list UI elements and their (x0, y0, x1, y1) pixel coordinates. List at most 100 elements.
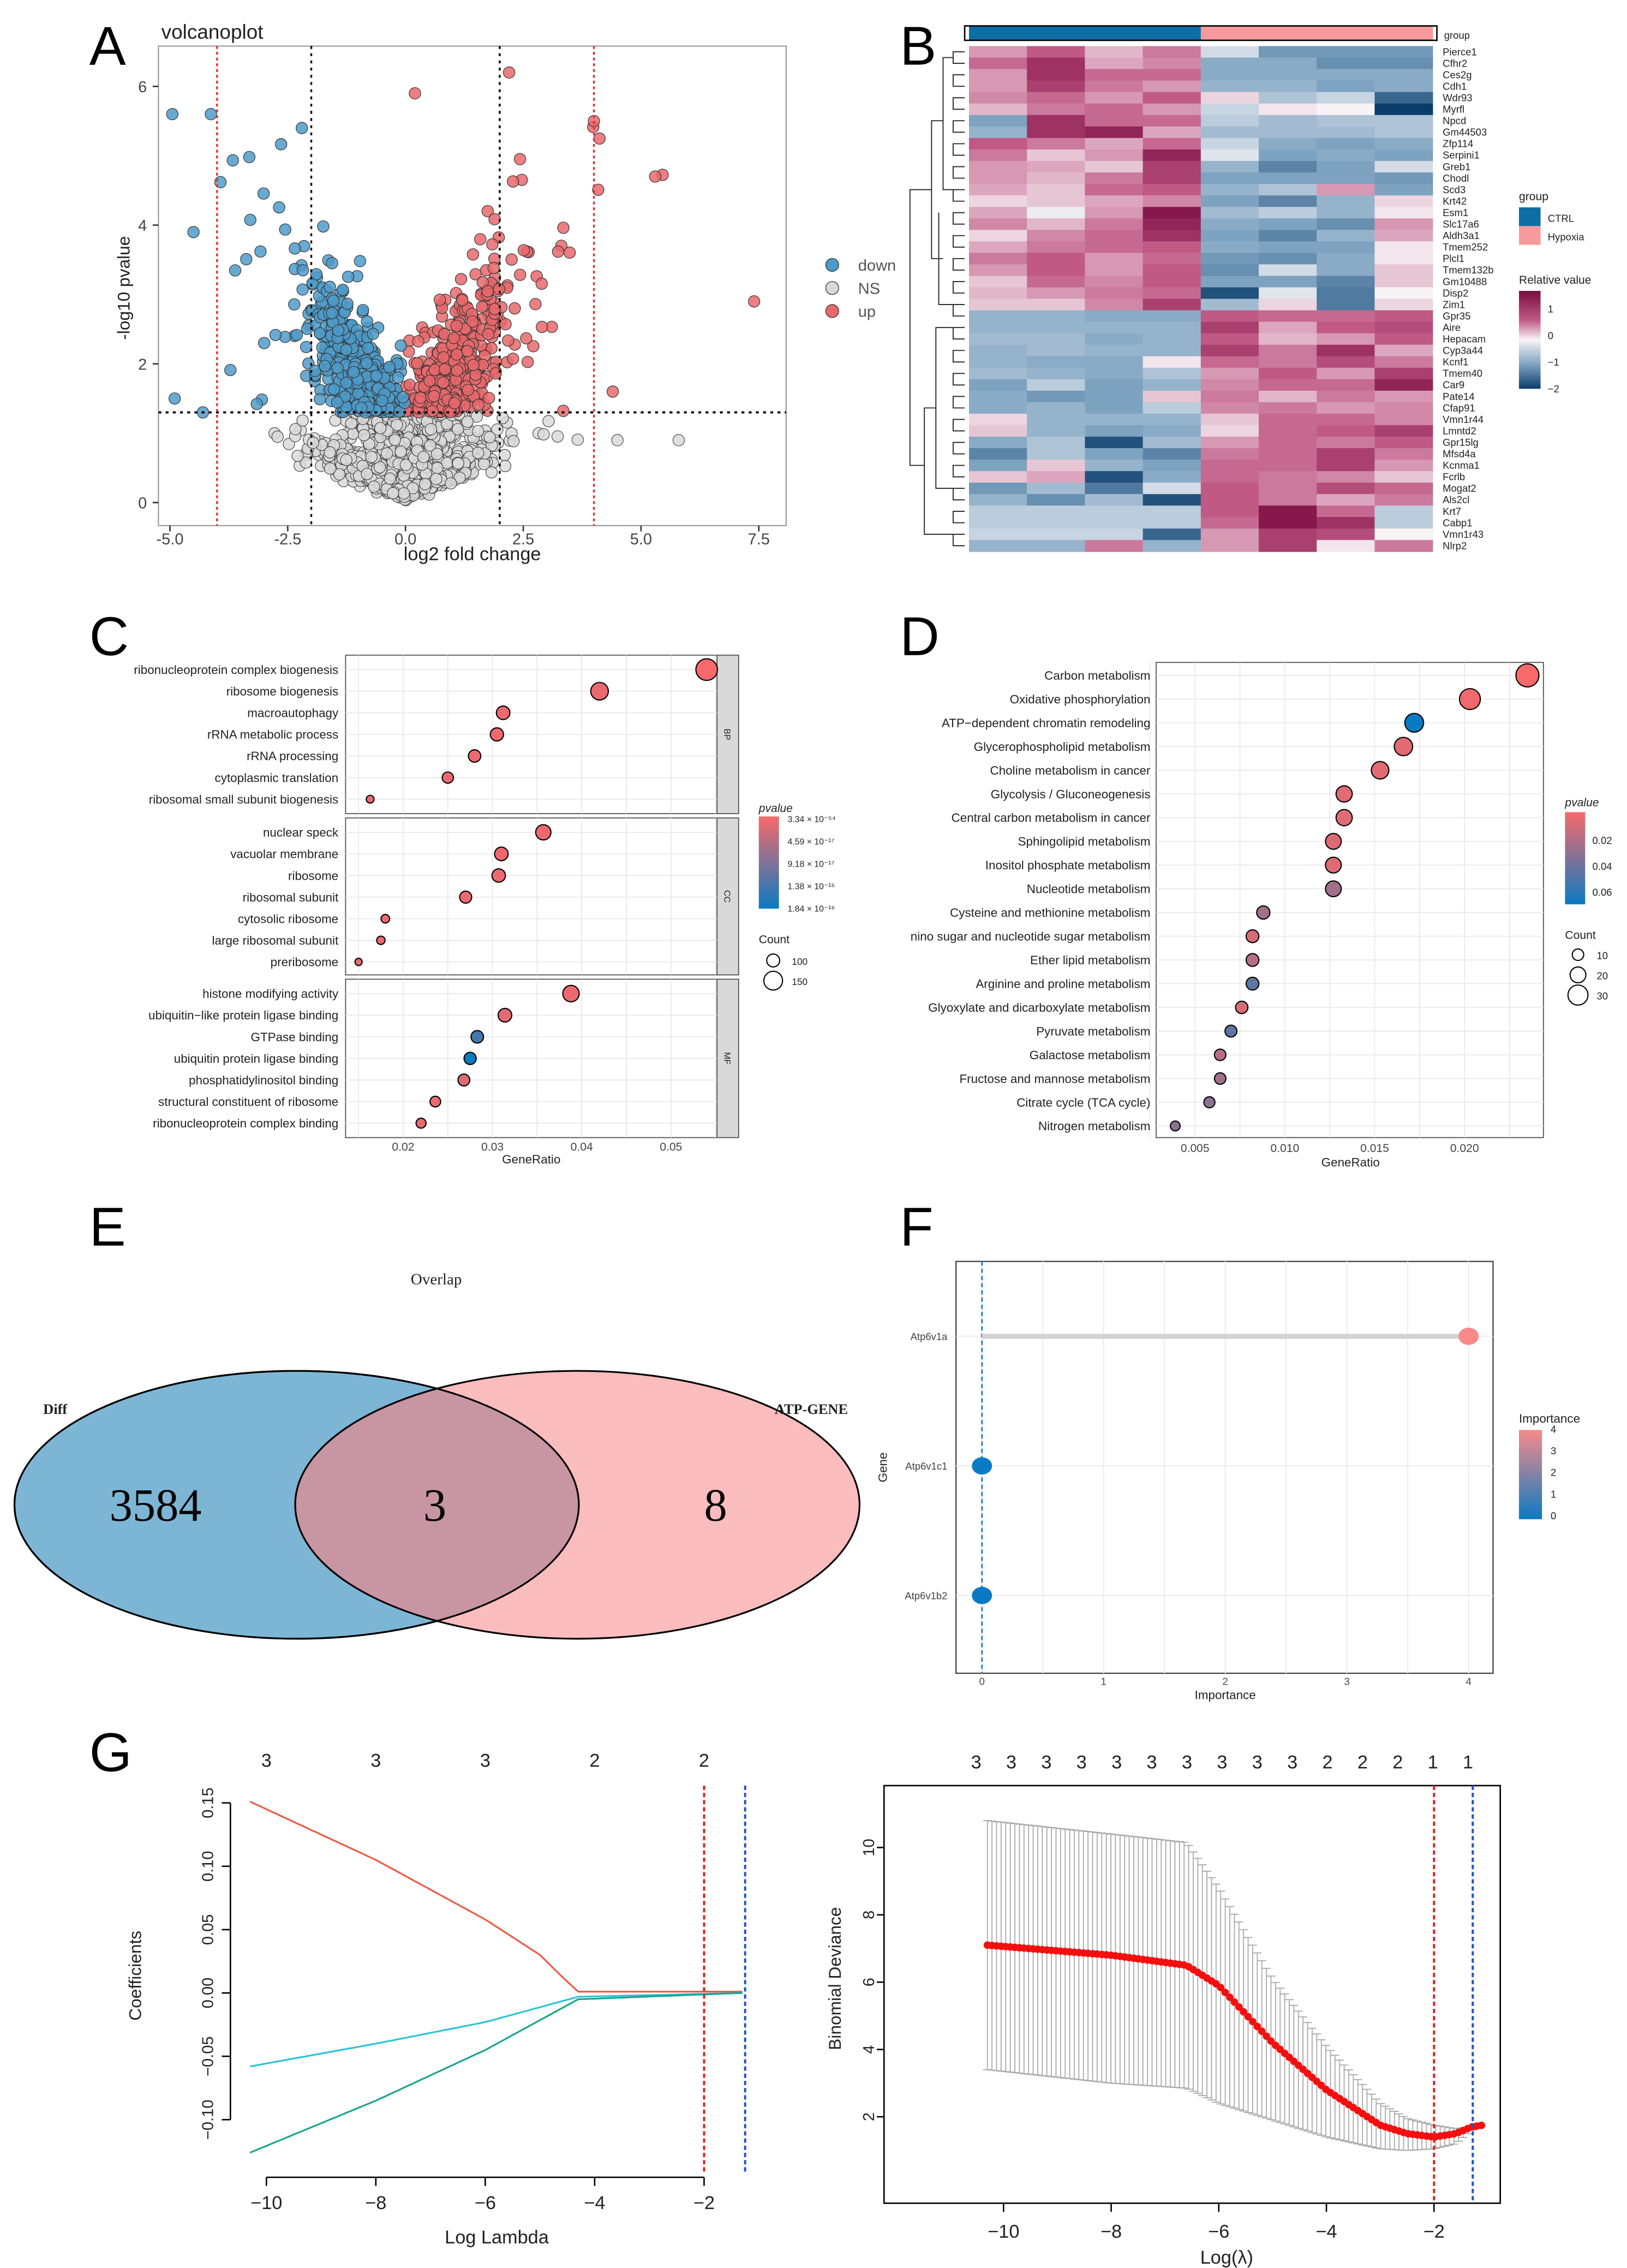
heatmap-cell (1317, 414, 1375, 426)
heatmap-cell (1200, 218, 1259, 231)
volcano-point (365, 451, 378, 463)
heatmap-cell (1259, 46, 1318, 58)
gene-label: Disp2 (1443, 287, 1468, 299)
go-term-label: histone modifying activity (202, 987, 339, 1001)
heatmap-cell (1317, 80, 1375, 93)
heatmap-cell (1143, 310, 1201, 323)
volcano-point (453, 471, 466, 484)
go-term-dot (457, 1073, 471, 1087)
volcano-point (448, 397, 461, 410)
heatmap-cell (1085, 437, 1144, 449)
heatmap-cell (1317, 459, 1375, 472)
heatmap-cell (1317, 333, 1375, 345)
heatmap-cell (1027, 390, 1086, 403)
go-term-dot (489, 727, 504, 742)
volcano-point (417, 451, 430, 463)
heatmap-cell (1259, 69, 1318, 81)
pathway-label: ATP−dependent chromatin remodeling (942, 716, 1151, 730)
volcano-point (388, 433, 401, 446)
pathway-dot (1213, 1048, 1227, 1061)
pathway-label: Central carbon metabolism in cancer (952, 811, 1151, 825)
legend-marker-down (825, 258, 839, 272)
heatmap-cell (1085, 57, 1144, 70)
y-tick-label: 6 (860, 1978, 878, 1986)
facet-panel-CC (345, 817, 718, 976)
gene-label: Pierce1 (1443, 46, 1477, 57)
heatmap-cell (1374, 471, 1433, 484)
volcano-point (326, 307, 338, 319)
heatmap-cell (1027, 276, 1086, 288)
heatmap-cell (1374, 253, 1433, 265)
gene-label: Cyp3a44 (1443, 345, 1483, 356)
top-df-label: 2 (1322, 1752, 1332, 1772)
volcano-point (672, 434, 685, 446)
mean-deviance-point (1217, 1984, 1225, 1991)
heatmap-cell (1374, 69, 1433, 81)
volcano-point (409, 87, 421, 100)
mean-deviance-point (1240, 2008, 1248, 2016)
heatmap-cell (1317, 379, 1375, 391)
heatmap-cell (1143, 494, 1201, 506)
heatmap-cell (1085, 160, 1144, 173)
gene-label: Tmem132b (1443, 264, 1493, 276)
x-tick-label: −8 (365, 2193, 386, 2213)
pathway-label: Citrate cycle (TCA cycle) (1016, 1096, 1150, 1109)
heatmap-cell (1085, 505, 1144, 518)
heatmap-cell (1085, 184, 1144, 196)
mean-deviance-point (1221, 1989, 1229, 1996)
volcano-point (224, 363, 237, 377)
heatmap-cell (1143, 149, 1201, 162)
heatmap-cell (1317, 437, 1375, 449)
heatmap-cell (1374, 172, 1433, 184)
heatmap-cell (1027, 310, 1086, 323)
volcano-point (329, 414, 342, 427)
mean-deviance-point (1263, 2032, 1270, 2040)
volcano-point (437, 351, 450, 364)
pvalue-tick-label: 0.06 (1593, 886, 1612, 898)
heatmap-cell (1143, 46, 1201, 58)
top-df-label: 3 (1147, 1752, 1157, 1772)
heatmap-cell (1027, 241, 1086, 254)
go-term-dot (459, 890, 472, 904)
volcano-point (430, 447, 444, 461)
volcano-point (300, 341, 313, 353)
x-tick-label: 0.0 (394, 530, 416, 548)
gene-label: Fcrlb (1443, 471, 1465, 482)
count-legend-circle (1571, 948, 1584, 962)
heatmap-cell (1027, 482, 1086, 495)
heatmap-cell (1374, 482, 1433, 495)
heatmap-cell (1143, 195, 1201, 207)
lasso-coefficient-plot: −0.10 −0.05 0.00 0.05 0.10 0.15 −10 −8 −6 −4 −2 3 3 3… (125, 1751, 746, 2248)
heatmap-cell (1374, 103, 1433, 116)
heatmap-cell (1027, 184, 1086, 196)
volcano-point (451, 364, 464, 377)
volcano-point (340, 453, 352, 466)
volcano-point (485, 466, 498, 479)
heatmap-cell (1259, 115, 1318, 127)
heatmap-cell (1027, 367, 1086, 380)
heatmap-cell (1200, 253, 1259, 265)
volcano-point (258, 187, 270, 200)
heatmap-cell (1259, 344, 1318, 357)
heatmap-cell (1027, 471, 1086, 484)
volcano-point (437, 376, 450, 389)
heatmap-cell (1027, 230, 1086, 242)
heatmap-cell (1259, 321, 1318, 334)
importance-tick-label: 0 (1551, 1510, 1556, 1521)
x-axis-label: Log Lambda (445, 2227, 549, 2248)
volcano-point (606, 385, 619, 398)
pathway-label: Glycerophospholipid metabolism (974, 740, 1151, 754)
y-tick-label: 2 (138, 356, 147, 373)
volcano-point (491, 423, 504, 436)
gene-label: Cfhr2 (1443, 57, 1467, 69)
gene-label: Mfsd4a (1443, 448, 1476, 459)
colorbar (1518, 291, 1541, 389)
heatmap-cell (1200, 69, 1259, 81)
heatmap-cell (1317, 138, 1375, 150)
volcano-point (487, 262, 500, 274)
gene-label: Mogat2 (1443, 482, 1476, 494)
heatmap-cell (1259, 207, 1318, 219)
go-term-label: ribosome (288, 869, 338, 882)
heatmap-cell (1200, 379, 1259, 391)
heatmap-cell (1259, 230, 1318, 242)
